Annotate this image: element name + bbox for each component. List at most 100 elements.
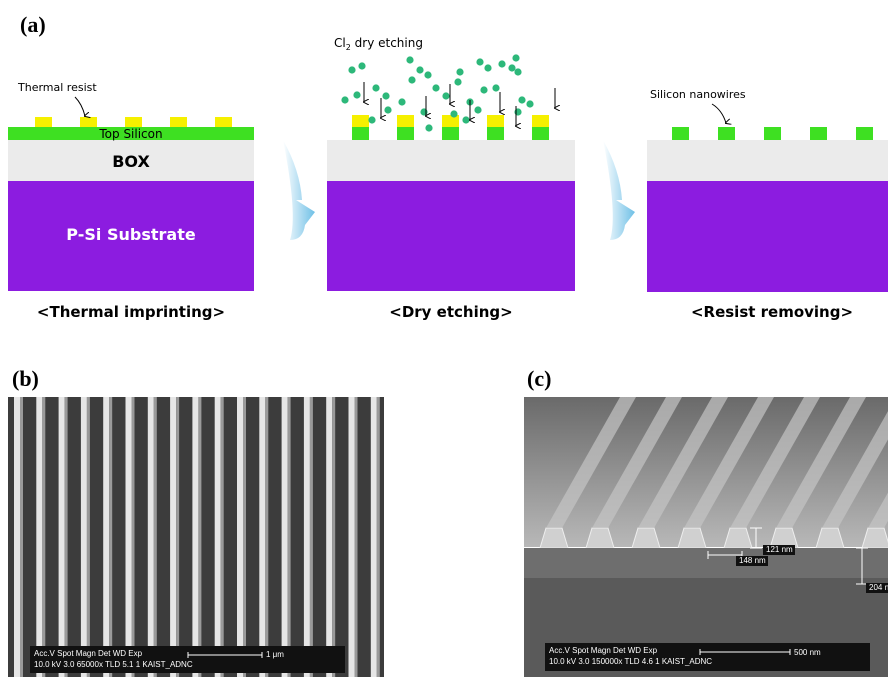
cl-atom bbox=[408, 76, 415, 83]
nanowire bbox=[532, 127, 549, 140]
resist bbox=[442, 115, 459, 127]
stripe bbox=[148, 397, 154, 677]
nanowire bbox=[856, 127, 873, 140]
layer-label: BOX bbox=[112, 152, 150, 171]
cl-atom bbox=[348, 66, 355, 73]
stripe bbox=[221, 397, 224, 677]
resist bbox=[125, 117, 142, 127]
cl-atom bbox=[456, 68, 463, 75]
stripe bbox=[132, 397, 135, 677]
cl-atom bbox=[498, 60, 505, 67]
stripe bbox=[215, 397, 221, 677]
cl-atom bbox=[454, 78, 461, 85]
stripe bbox=[109, 397, 112, 677]
step-1: Thermal resist Top Silicon BOX P-Si Subs… bbox=[8, 81, 254, 291]
caption: <Resist removing> bbox=[691, 303, 853, 321]
panel-label: (c) bbox=[527, 366, 551, 391]
cl-atom bbox=[341, 96, 348, 103]
cl-atom bbox=[474, 106, 481, 113]
cl-atom bbox=[368, 116, 375, 123]
stripe bbox=[349, 397, 355, 677]
stripe bbox=[20, 397, 23, 677]
stripe bbox=[288, 397, 291, 677]
sem-info: 10.0 kV 3.0 150000x TLD 4.6 1 KAIST_ADNC bbox=[549, 657, 712, 666]
nanowire bbox=[352, 127, 369, 140]
annotation: Thermal resist bbox=[17, 81, 97, 94]
dimension: 148 nm bbox=[739, 556, 766, 565]
stripe bbox=[154, 397, 157, 677]
figure: (a) Thermal resist Top Silicon BOX P-Si … bbox=[0, 0, 888, 677]
resist bbox=[35, 117, 52, 127]
stripe bbox=[377, 397, 380, 677]
cl-atom bbox=[492, 84, 499, 91]
cl-atom bbox=[358, 62, 365, 69]
cl-atom bbox=[442, 92, 449, 99]
sem-image: Acc.V Spot Magn Det WD Exp 10.0 kV 3.0 6… bbox=[8, 397, 384, 677]
cl-atom bbox=[382, 92, 389, 99]
nanowire bbox=[764, 127, 781, 140]
cl-atom bbox=[514, 68, 521, 75]
cl-atom bbox=[476, 58, 483, 65]
annotation: Cl2 dry etching bbox=[334, 36, 423, 52]
layer-label: P-Si Substrate bbox=[66, 225, 196, 244]
stripe bbox=[259, 397, 265, 677]
cl-atom bbox=[384, 106, 391, 113]
nanowire bbox=[487, 127, 504, 140]
dimension: 121 nm bbox=[766, 545, 793, 554]
stripe bbox=[126, 397, 132, 677]
cl-atom bbox=[416, 66, 423, 73]
nanowire bbox=[397, 127, 414, 140]
resist bbox=[352, 115, 369, 127]
cl-atom bbox=[353, 91, 360, 98]
panel-label: (b) bbox=[12, 366, 39, 391]
cl-atom bbox=[512, 54, 519, 61]
nanowire bbox=[810, 127, 827, 140]
cl-atom bbox=[462, 116, 469, 123]
resist bbox=[532, 115, 549, 127]
stripe bbox=[371, 397, 377, 677]
stripe bbox=[65, 397, 68, 677]
cl-atom bbox=[425, 124, 432, 131]
stripe bbox=[176, 397, 179, 677]
cl-atom bbox=[406, 56, 413, 63]
step-3: Silicon nanowires bbox=[647, 88, 888, 292]
stripe bbox=[304, 397, 310, 677]
step-2: Cl2 dry etching bbox=[327, 36, 575, 291]
caption: <Thermal imprinting> bbox=[37, 303, 225, 321]
cl-atom bbox=[424, 71, 431, 78]
stripe bbox=[243, 397, 246, 677]
cl-atom bbox=[518, 96, 525, 103]
stripe bbox=[170, 397, 176, 677]
dimension: 204 nm bbox=[869, 583, 888, 592]
panel-label: (a) bbox=[20, 12, 46, 37]
sem-info: Acc.V Spot Magn Det WD Exp bbox=[34, 649, 143, 658]
cl-atom bbox=[514, 108, 521, 115]
resist bbox=[170, 117, 187, 127]
nanowire bbox=[672, 127, 689, 140]
stripe bbox=[42, 397, 45, 677]
sem-info: 10.0 kV 3.0 65000x TLD 5.1 1 KAIST_ADNC bbox=[34, 660, 193, 669]
sem-info: Acc.V Spot Magn Det WD Exp bbox=[549, 646, 658, 655]
stripe bbox=[81, 397, 87, 677]
scale-bar: 500 nm bbox=[794, 648, 821, 657]
stripe bbox=[332, 397, 335, 677]
nanowire bbox=[442, 127, 459, 140]
cl-atom bbox=[484, 64, 491, 71]
stripe bbox=[103, 397, 109, 677]
stripe bbox=[326, 397, 332, 677]
caption: <Dry etching> bbox=[389, 303, 512, 321]
stripe bbox=[282, 397, 288, 677]
annotation: Silicon nanowires bbox=[650, 88, 746, 101]
stripe bbox=[87, 397, 90, 677]
stripe bbox=[192, 397, 198, 677]
stripe bbox=[310, 397, 313, 677]
nanowire bbox=[718, 127, 735, 140]
cl-atom bbox=[526, 100, 533, 107]
cl-atom bbox=[480, 86, 487, 93]
cl-atom bbox=[420, 108, 427, 115]
resist bbox=[80, 117, 97, 127]
cl-atom bbox=[450, 110, 457, 117]
stripe bbox=[198, 397, 201, 677]
resist bbox=[397, 115, 414, 127]
cl-atom bbox=[432, 84, 439, 91]
